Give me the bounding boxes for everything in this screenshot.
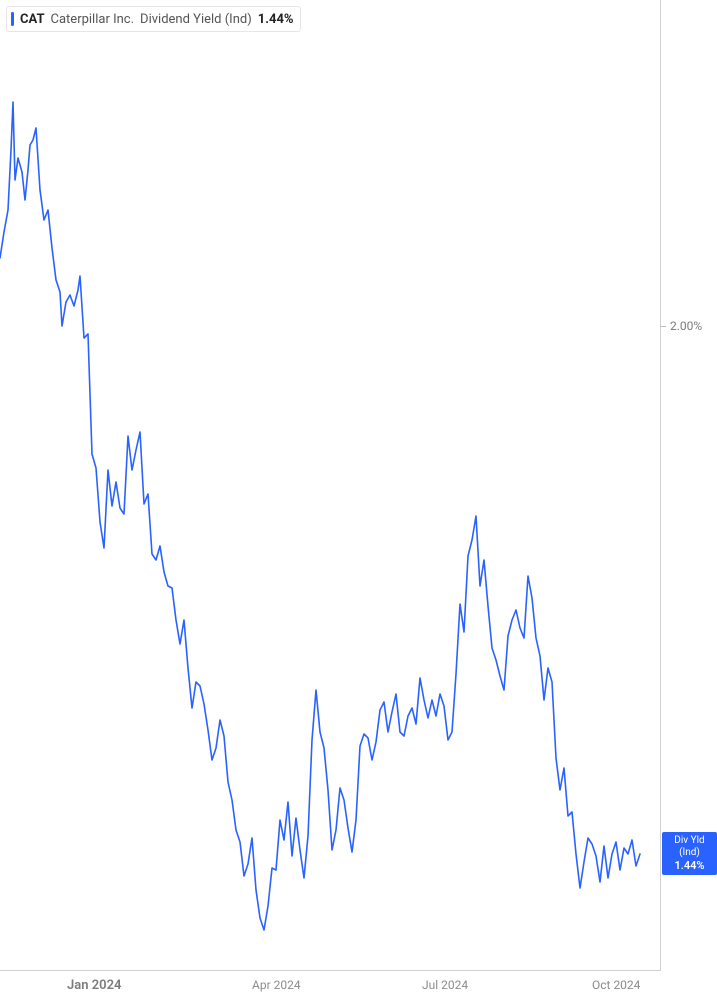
y-axis-tick (660, 326, 666, 327)
y-axis-label: 2.00% (670, 319, 702, 333)
legend-company: Caterpillar Inc. (51, 12, 135, 27)
x-axis-label: Apr 2024 (252, 978, 301, 992)
legend-metric: Dividend Yield (Ind) (140, 12, 252, 27)
chart-legend[interactable]: CAT Caterpillar Inc. Dividend Yield (Ind… (6, 6, 301, 32)
x-axis-label: Jan 2024 (67, 978, 121, 993)
legend-value: 1.44% (258, 12, 294, 27)
chart-plot-area[interactable] (0, 0, 661, 971)
badge-value: 1.44% (667, 859, 712, 872)
x-axis-label: Oct 2024 (592, 978, 640, 992)
legend-accent-bar (11, 12, 14, 26)
badge-title: Div Yld (Ind) (667, 835, 712, 859)
legend-ticker: CAT (20, 12, 45, 27)
current-value-badge: Div Yld (Ind) 1.44% (662, 832, 717, 875)
x-axis-label: Jul 2024 (422, 978, 468, 992)
line-chart-svg (0, 0, 660, 970)
